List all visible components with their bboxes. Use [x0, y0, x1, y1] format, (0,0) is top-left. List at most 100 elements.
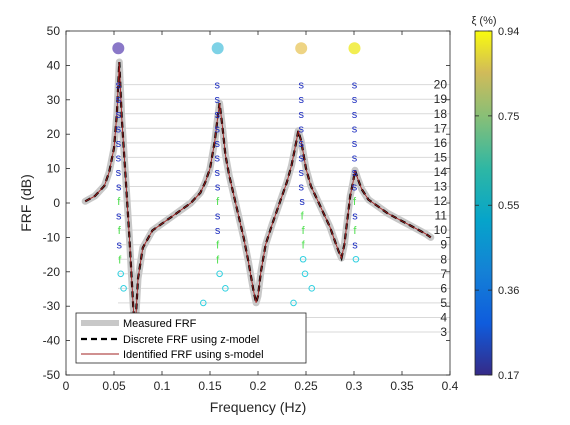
order-label: 15 — [434, 150, 448, 164]
stability-mark-s: s — [352, 182, 358, 194]
x-tick-label: 0.1 — [154, 379, 171, 393]
stability-mark-f: f — [353, 196, 357, 208]
colorbar-tick-label: 0.75 — [498, 111, 519, 123]
x-tick-label: 0.4 — [442, 379, 459, 393]
legend: Measured FRF Discrete FRF using z-model Id… — [75, 312, 307, 364]
mode-dots — [112, 42, 361, 55]
stability-mark-s: s — [352, 109, 358, 121]
stability-mark-o — [199, 299, 207, 307]
stability-mark-s: s — [116, 182, 122, 194]
mode-dot — [348, 42, 361, 55]
stability-mark-s: s — [299, 196, 305, 208]
x-tick-label: 0.35 — [390, 379, 414, 393]
colorbar-label: ξ (%) — [471, 15, 496, 27]
order-label: 11 — [435, 209, 448, 223]
stability-mark-s: s — [214, 109, 220, 121]
x-tick-label: 0.25 — [294, 379, 318, 393]
order-label: 13 — [434, 180, 448, 194]
stability-mark-s: s — [352, 123, 358, 135]
y-tick-label: 30 — [47, 93, 61, 107]
legend-entry: Identified FRF using s-model — [123, 349, 264, 361]
y-tick-label: -30 — [43, 299, 61, 313]
x-tick-label: 0.2 — [250, 379, 267, 393]
order-label: 6 — [440, 281, 447, 295]
legend-entry: Measured FRF — [123, 318, 197, 330]
colorbar-tick-label: 0.17 — [498, 370, 519, 382]
stability-mark-s: s — [214, 123, 220, 135]
stability-mark-s: s — [116, 167, 122, 179]
x-tick-label: 0.15 — [198, 379, 222, 393]
stability-mark-f: f — [353, 225, 357, 237]
stability-mark-o — [299, 255, 307, 263]
x-tick-label: 0 — [63, 379, 70, 393]
stability-mark-s: s — [352, 211, 358, 223]
y-tick-label: 0 — [53, 196, 60, 210]
colorbar: ξ (%) 0.17 0.36 0.55 0.75 0.94 — [471, 15, 519, 382]
mode-dot — [112, 42, 125, 55]
stability-mark-s: s — [298, 182, 304, 194]
order-label: 18 — [434, 107, 448, 121]
order-label: 7 — [440, 267, 447, 281]
order-label: 14 — [434, 165, 448, 179]
stability-mark-s: s — [298, 152, 304, 164]
x-tick-label: 0.05 — [102, 379, 126, 393]
x-tick-label: 0.3 — [346, 379, 363, 393]
stability-mark-s: s — [116, 138, 122, 150]
order-label: 8 — [440, 252, 447, 266]
y-tick-label: 20 — [47, 127, 61, 141]
stability-mark-f: f — [118, 225, 122, 237]
y-tick-label: -10 — [43, 230, 61, 244]
stability-mark-s: s — [214, 167, 220, 179]
y-axis-label: FRF (dB) — [18, 174, 34, 232]
y-tick-label: -20 — [43, 265, 61, 279]
stability-mark-s: s — [352, 138, 358, 150]
stability-mark-s: s — [215, 182, 221, 194]
legend-entry: Discrete FRF using z-model — [123, 334, 259, 346]
y-tick-label: 10 — [47, 162, 61, 176]
stability-mark-f: f — [216, 254, 220, 266]
stability-mark-s: s — [298, 109, 304, 121]
x-axis-label: Frequency (Hz) — [210, 399, 306, 415]
colorbar-tick-label: 0.55 — [498, 200, 519, 212]
stability-mark-s: s — [352, 167, 358, 179]
stability-mark-s: s — [352, 94, 358, 106]
stability-mark-o — [222, 285, 229, 292]
stability-mark-s: s — [116, 94, 122, 106]
colorbar-tick-label: 0.94 — [498, 26, 519, 38]
stability-mark-s: s — [116, 211, 122, 223]
stability-mark-s: s — [215, 225, 221, 237]
colorbar-gradient — [474, 30, 493, 376]
order-label: 16 — [434, 136, 448, 150]
stability-mark-s: s — [117, 240, 123, 252]
y-tick-label: 40 — [47, 58, 61, 72]
stability-mark-s: s — [352, 240, 358, 252]
stability-mark-s: s — [215, 211, 221, 223]
stability-mark-f: f — [117, 196, 121, 208]
stability-mark-f: f — [216, 196, 220, 208]
stability-mark-s: s — [214, 138, 220, 150]
order-label: 17 — [434, 121, 448, 135]
stability-mark-f: f — [302, 240, 306, 252]
stability-mark-o — [301, 270, 309, 278]
order-label: 12 — [434, 194, 448, 208]
stability-mark-s: s — [298, 123, 304, 135]
stability-mark-s: s — [116, 109, 122, 121]
axis-ticks: 0 0.05 0.1 0.15 0.2 0.25 0.3 0.35 0.4 -50 -40 -30 -2… — [43, 24, 459, 393]
stability-mark-s: s — [214, 94, 220, 106]
stability-mark-f: f — [118, 254, 122, 266]
order-label: 3 — [440, 325, 447, 339]
mode-dot — [295, 42, 308, 55]
order-label: 19 — [434, 92, 448, 106]
stability-mark-o — [308, 285, 316, 292]
stability-mark-s: s — [116, 123, 122, 135]
stability-mark-o — [352, 255, 360, 263]
mode-dot — [211, 42, 224, 55]
stability-mark-f: f — [301, 211, 305, 223]
order-label: 10 — [434, 223, 448, 237]
stability-mark-o — [216, 270, 223, 278]
stability-mark-s: s — [116, 80, 122, 92]
colorbar-tick-label: 0.36 — [498, 285, 519, 297]
stability-mark-f: f — [216, 240, 220, 252]
